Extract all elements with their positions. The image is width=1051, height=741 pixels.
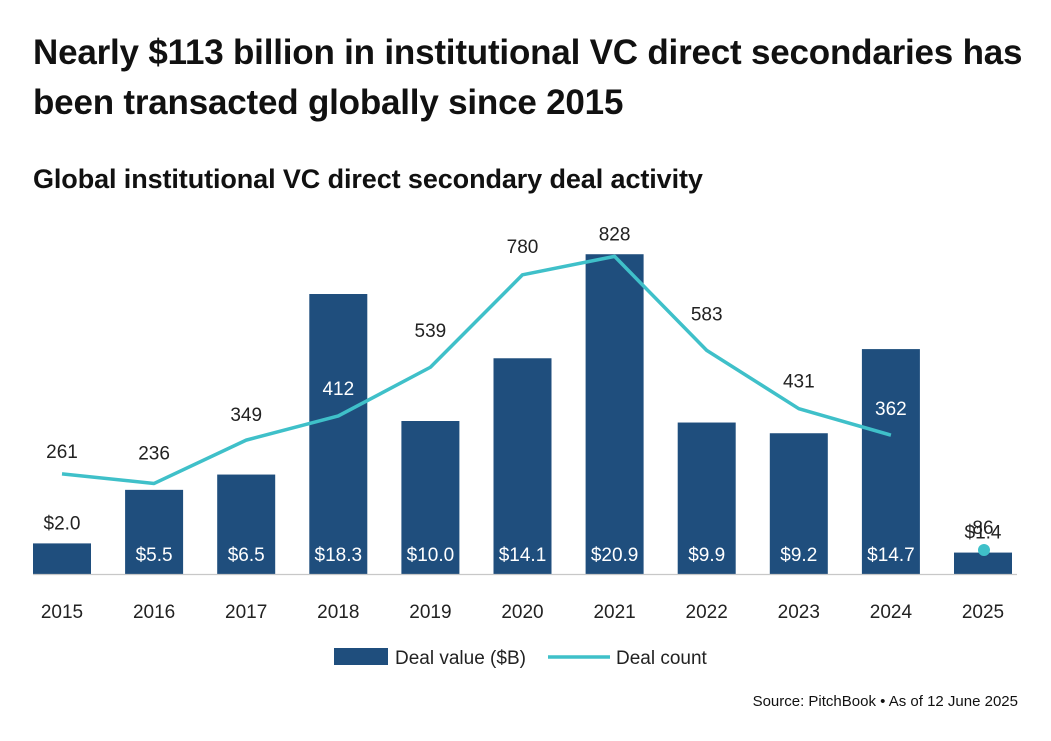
bars-layer bbox=[33, 254, 1012, 575]
bar-2021 bbox=[585, 254, 644, 575]
chart-subtitle: Global institutional VC direct secondary… bbox=[33, 164, 703, 194]
bar-label-2017: $6.5 bbox=[228, 545, 265, 566]
count-label-2022: 583 bbox=[691, 304, 723, 325]
bar-2015 bbox=[33, 543, 91, 574]
legend-label-deal-value: Deal value ($B) bbox=[395, 648, 526, 669]
count-label-2017: 349 bbox=[230, 405, 262, 426]
bar-label-2016: $5.5 bbox=[136, 545, 173, 566]
legend-swatch-deal-value bbox=[334, 648, 388, 665]
bar-label-2019: $10.0 bbox=[407, 545, 455, 566]
bar-2025 bbox=[954, 552, 1012, 574]
x-tick-2021: 2021 bbox=[593, 602, 635, 623]
labels-layer: $2.0 $5.5 $6.5 $18.3 $10.0 $14.1 $20.9 $9.9 $9.2… bbox=[44, 224, 1002, 566]
bar-label-2015: $2.0 bbox=[44, 513, 81, 534]
bar-label-2022: $9.9 bbox=[688, 545, 725, 566]
x-tick-2022: 2022 bbox=[686, 602, 728, 623]
headline: Nearly $113 billion in institutional VC … bbox=[33, 33, 1023, 122]
bar-2016 bbox=[125, 489, 184, 574]
source-note: Source: PitchBook • As of 12 June 2025 bbox=[752, 693, 1018, 710]
count-label-2021: 828 bbox=[599, 224, 631, 245]
count-label-2023: 431 bbox=[783, 372, 815, 393]
bar-2020 bbox=[493, 358, 552, 574]
x-tick-2024: 2024 bbox=[870, 602, 913, 623]
bar-label-2023: $9.2 bbox=[780, 545, 817, 566]
x-tick-2017: 2017 bbox=[225, 602, 267, 623]
bar-label-2020: $14.1 bbox=[499, 545, 547, 566]
legend: Deal value ($B) Deal count bbox=[334, 648, 708, 669]
x-tick-2020: 2020 bbox=[501, 602, 543, 623]
bar-label-2021: $20.9 bbox=[591, 545, 639, 566]
bar-2017 bbox=[217, 474, 276, 574]
bar-2024 bbox=[861, 349, 920, 574]
count-label-2025: 86 bbox=[972, 518, 993, 539]
bar-2018 bbox=[309, 294, 368, 574]
count-label-2018: 412 bbox=[322, 379, 354, 400]
x-axis-ticks: 2015 2016 2017 2018 2019 2020 2021 2022 2023 2024… bbox=[41, 602, 1004, 623]
x-tick-2015: 2015 bbox=[41, 602, 83, 623]
bar-label-2024: $14.7 bbox=[867, 545, 915, 566]
count-label-2015: 261 bbox=[46, 442, 78, 463]
count-label-2019: 539 bbox=[415, 321, 447, 342]
deal-count-point-2025 bbox=[978, 544, 990, 557]
count-label-2024: 362 bbox=[875, 399, 907, 420]
deal-count-line bbox=[61, 254, 892, 486]
legend-label-deal-count: Deal count bbox=[616, 648, 708, 669]
x-tick-2025: 2025 bbox=[962, 602, 1004, 623]
bar-label-2025: $1.4 bbox=[965, 523, 1002, 544]
deal-count-line-layer bbox=[61, 254, 990, 557]
count-label-2016: 236 bbox=[138, 443, 170, 464]
bar-2023 bbox=[769, 433, 828, 574]
x-tick-2019: 2019 bbox=[409, 602, 451, 623]
bar-label-2018: $18.3 bbox=[315, 545, 363, 566]
x-tick-2018: 2018 bbox=[317, 602, 359, 623]
x-tick-2016: 2016 bbox=[133, 602, 175, 623]
bar-2019 bbox=[401, 421, 460, 574]
x-tick-2023: 2023 bbox=[778, 602, 820, 623]
count-label-2020: 780 bbox=[507, 237, 539, 258]
bar-2022 bbox=[677, 422, 736, 574]
